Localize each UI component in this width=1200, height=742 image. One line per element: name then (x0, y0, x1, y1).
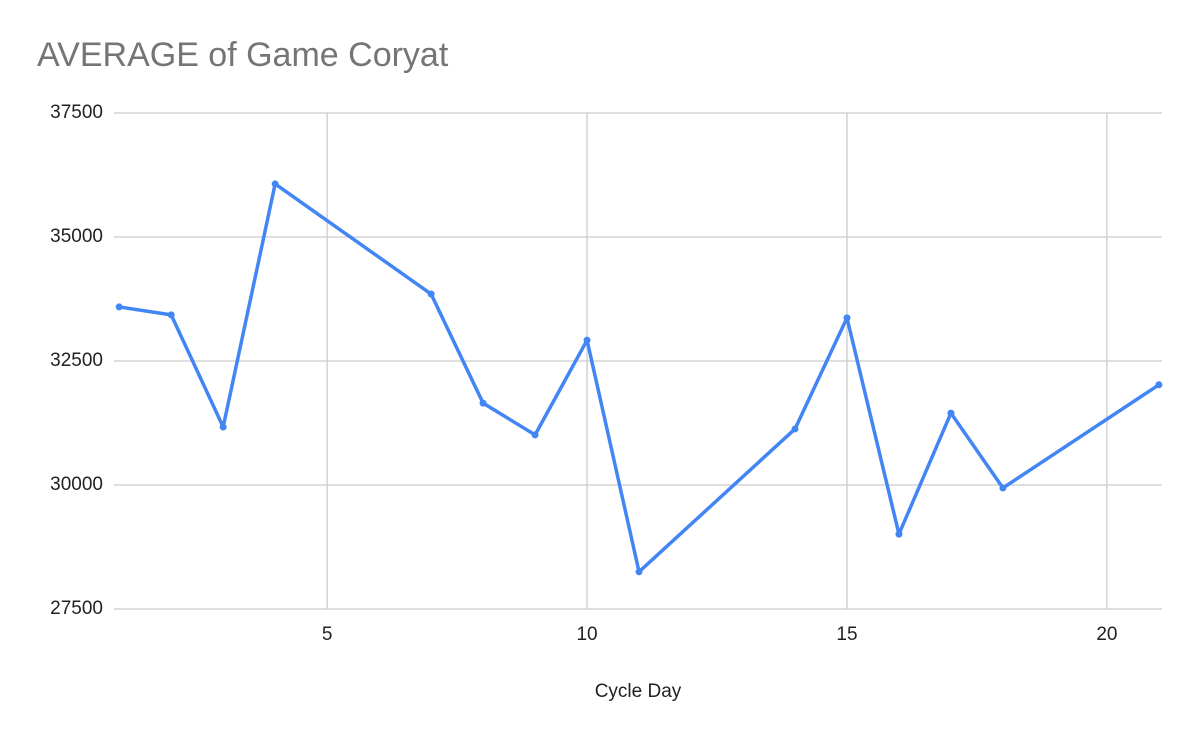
x-tick-label: 20 (1096, 624, 1117, 645)
y-tick-label: 35000 (50, 226, 103, 247)
x-tick-label: 5 (322, 624, 333, 645)
y-tick-label: 32500 (50, 350, 103, 371)
point (635, 568, 643, 576)
point (895, 530, 903, 538)
point (115, 303, 123, 311)
x-axis-label: Cycle Day (595, 681, 682, 702)
point (427, 290, 435, 298)
point (1155, 381, 1163, 389)
point (999, 484, 1007, 492)
point (219, 423, 227, 431)
point (271, 180, 279, 188)
y-tick-label: 30000 (50, 474, 103, 495)
y-tick-label: 37500 (50, 102, 103, 123)
point (583, 336, 591, 344)
point (479, 399, 487, 407)
chart-title: AVERAGE of Game Coryat (37, 36, 449, 74)
x-tick-label: 15 (836, 624, 857, 645)
point (947, 409, 955, 417)
line (118, 182, 1160, 574)
point (531, 431, 539, 439)
point (167, 311, 175, 319)
y-tick-label: 27500 (50, 598, 103, 619)
point (791, 425, 799, 433)
point (843, 314, 851, 322)
x-tick-label: 10 (576, 624, 597, 645)
